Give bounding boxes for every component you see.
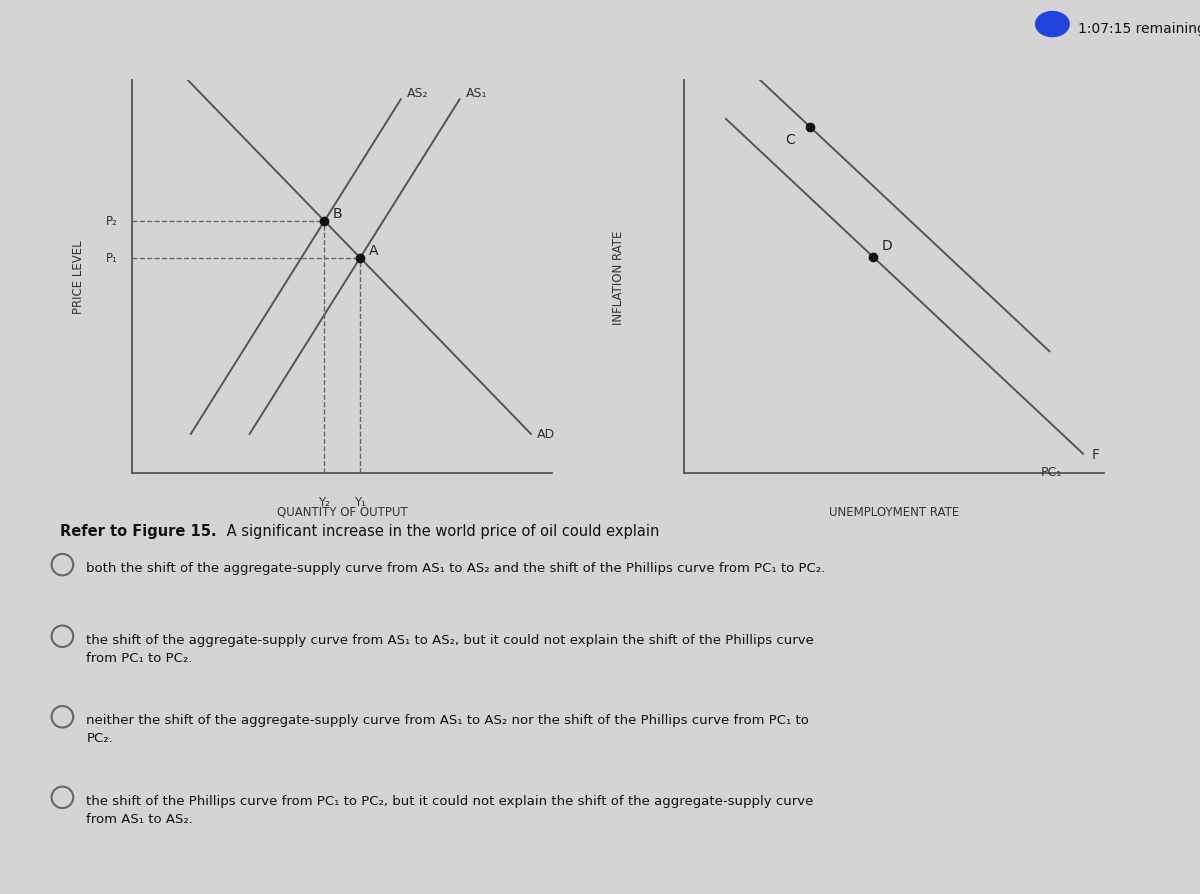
Text: D: D [881, 239, 892, 253]
Text: AS₂: AS₂ [407, 87, 428, 100]
Text: both the shift of the aggregate-supply curve from AS₁ to AS₂ and the shift of th: both the shift of the aggregate-supply c… [86, 561, 826, 575]
Text: the shift of the Phillips curve from PC₁ to PC₂, but it could not explain the sh: the shift of the Phillips curve from PC₁… [86, 794, 814, 825]
Text: P₂: P₂ [106, 215, 118, 228]
Text: INFLATION RATE: INFLATION RATE [612, 230, 624, 325]
Text: PRICE LEVEL: PRICE LEVEL [72, 240, 84, 314]
Text: C: C [785, 132, 794, 147]
Text: 1:07:15 remaining: 1:07:15 remaining [1078, 22, 1200, 37]
Text: AS₁: AS₁ [466, 87, 487, 100]
Text: PC₁: PC₁ [1040, 466, 1062, 479]
Text: B: B [332, 207, 342, 221]
Text: neither the shift of the aggregate-supply curve from AS₁ to AS₂ nor the shift of: neither the shift of the aggregate-suppl… [86, 713, 809, 745]
Text: QUANTITY OF OUTPUT: QUANTITY OF OUTPUT [277, 505, 407, 519]
Text: Y₂: Y₂ [318, 495, 330, 509]
Text: Y₁: Y₁ [354, 495, 366, 509]
Text: the shift of the aggregate-supply curve from AS₁ to AS₂, but it could not explai: the shift of the aggregate-supply curve … [86, 633, 815, 664]
Text: AD: AD [538, 428, 556, 441]
Text: Refer to Figure 15.: Refer to Figure 15. [60, 523, 217, 538]
Text: A significant increase in the world price of oil could explain: A significant increase in the world pric… [222, 523, 659, 538]
Text: UNEMPLOYMENT RATE: UNEMPLOYMENT RATE [829, 505, 959, 519]
Text: P₁: P₁ [106, 252, 118, 265]
Text: F: F [1092, 447, 1099, 461]
Text: A: A [368, 243, 378, 257]
